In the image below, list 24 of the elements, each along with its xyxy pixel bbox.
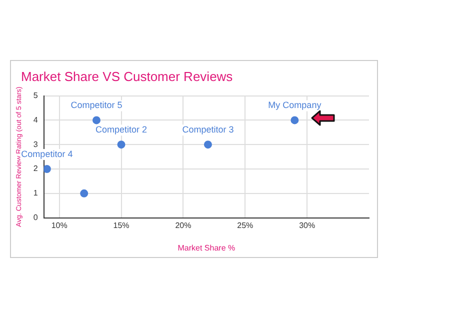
chart-title: Market Share VS Customer Reviews xyxy=(21,69,233,84)
y-tick-label: 0 xyxy=(33,213,38,222)
point xyxy=(204,140,212,149)
x-tick-label: 30% xyxy=(299,220,316,230)
x-tick-label: 20% xyxy=(175,220,192,230)
point xyxy=(92,116,100,124)
y-tick-label: 4 xyxy=(33,115,38,124)
annotation: Competitor 3 xyxy=(182,124,234,135)
point xyxy=(44,165,51,173)
point xyxy=(290,116,299,124)
annotation: Competitor 2 xyxy=(96,124,148,135)
y-tick-label: 3 xyxy=(33,140,38,149)
annotation: My Company xyxy=(268,100,322,110)
x-tick-label: 15% xyxy=(113,220,130,230)
annotation: Competitor 5 xyxy=(70,100,122,110)
annotation: Competitor 4 xyxy=(21,148,73,159)
point xyxy=(117,140,126,149)
y-tick-label: 1 xyxy=(33,188,38,198)
x-tick-label: 10% xyxy=(51,220,68,230)
x-tick-label: 25% xyxy=(237,220,254,230)
x-axis-title: Market Share % xyxy=(178,243,236,252)
y-tick-label: 5 xyxy=(33,91,38,100)
point xyxy=(80,189,88,198)
y-tick-label: 2 xyxy=(33,164,38,174)
